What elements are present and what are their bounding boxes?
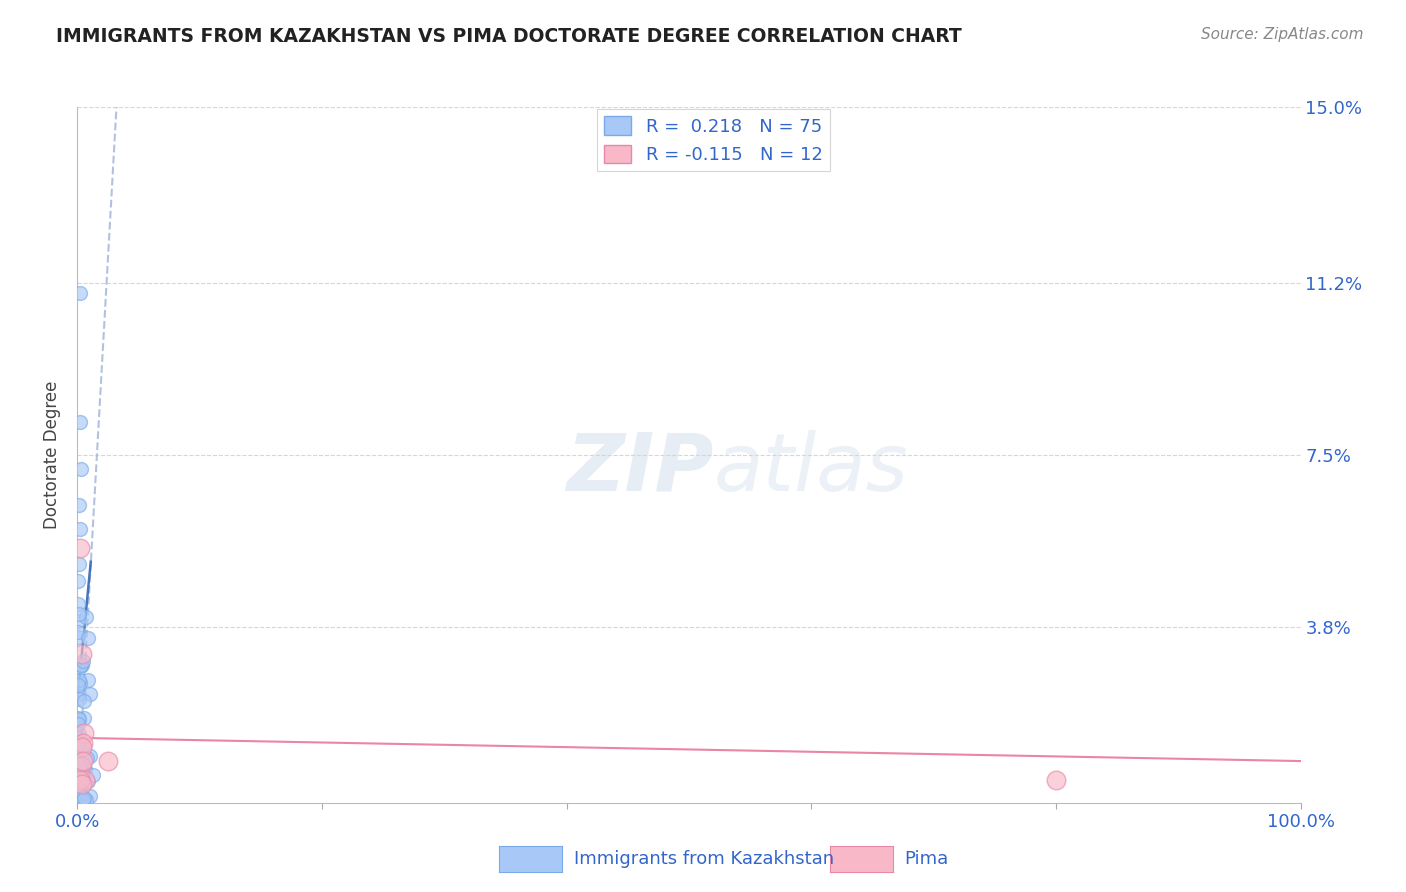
Point	[66, 772, 89, 786]
Point	[70, 764, 93, 779]
Point	[1045, 772, 1067, 787]
Point	[76, 631, 98, 645]
Point	[70, 658, 93, 673]
Point	[67, 607, 90, 621]
Point	[67, 711, 90, 725]
Point	[70, 657, 93, 672]
Point	[67, 749, 90, 764]
Text: Pima: Pima	[904, 850, 948, 868]
Point	[67, 785, 90, 799]
Point	[66, 752, 89, 766]
Point	[79, 789, 101, 804]
Point	[70, 768, 93, 782]
Point	[69, 416, 91, 430]
Y-axis label: Doctorate Degree: Doctorate Degree	[44, 381, 62, 529]
Point	[66, 574, 89, 588]
Point	[66, 624, 89, 639]
Point	[70, 740, 93, 755]
Point	[69, 786, 91, 800]
Point	[66, 630, 89, 644]
Text: Source: ZipAtlas.com: Source: ZipAtlas.com	[1201, 27, 1364, 42]
Point	[69, 764, 91, 779]
Point	[72, 735, 94, 749]
Point	[67, 731, 90, 745]
Point	[67, 758, 90, 772]
Point	[66, 785, 89, 799]
Point	[72, 793, 94, 807]
Point	[69, 541, 91, 555]
Point	[69, 660, 91, 674]
Point	[73, 711, 96, 725]
Point	[67, 781, 90, 796]
Point	[69, 758, 91, 772]
Point	[66, 678, 89, 692]
Text: Immigrants from Kazakhstan: Immigrants from Kazakhstan	[574, 850, 834, 868]
Point	[72, 739, 94, 753]
Point	[69, 786, 91, 800]
Point	[69, 285, 91, 300]
Point	[66, 597, 89, 611]
Text: ZIP: ZIP	[567, 430, 713, 508]
Point	[69, 739, 91, 753]
Point	[79, 687, 101, 701]
Point	[69, 737, 91, 751]
Point	[67, 735, 90, 749]
Point	[67, 687, 90, 701]
Point	[70, 758, 93, 772]
Point	[72, 791, 94, 805]
Point	[66, 779, 89, 793]
Point	[72, 754, 94, 768]
Point	[69, 772, 91, 786]
Point	[69, 764, 91, 778]
Point	[67, 742, 90, 756]
Point	[69, 712, 91, 726]
Point	[67, 785, 90, 799]
Point	[67, 774, 90, 789]
Point	[77, 673, 100, 687]
Point	[67, 717, 90, 731]
Point	[66, 714, 89, 729]
Point	[73, 694, 96, 708]
Point	[69, 772, 91, 787]
Point	[77, 774, 100, 789]
Point	[69, 790, 91, 805]
Point	[72, 767, 94, 781]
Point	[70, 777, 93, 791]
Point	[70, 789, 93, 804]
Point	[75, 609, 97, 624]
Point	[79, 749, 101, 764]
Point	[67, 763, 90, 777]
Point	[67, 691, 90, 706]
Point	[82, 768, 104, 782]
Point	[66, 761, 89, 775]
Point	[66, 763, 89, 777]
Point	[67, 557, 90, 571]
Legend: R =  0.218   N = 75, R = -0.115   N = 12: R = 0.218 N = 75, R = -0.115 N = 12	[598, 109, 830, 171]
Point	[66, 738, 89, 752]
Point	[67, 498, 90, 512]
Point	[69, 736, 91, 750]
Point	[73, 772, 96, 787]
Point	[72, 792, 94, 806]
Point	[73, 726, 96, 740]
Point	[67, 727, 90, 741]
Point	[66, 774, 89, 789]
Point	[69, 676, 91, 690]
Point	[97, 754, 120, 768]
Point	[76, 750, 98, 764]
Point	[72, 654, 94, 668]
Point	[67, 614, 90, 628]
Point	[69, 522, 91, 536]
Point	[66, 765, 89, 780]
Point	[70, 648, 93, 662]
Text: IMMIGRANTS FROM KAZAKHSTAN VS PIMA DOCTORATE DEGREE CORRELATION CHART: IMMIGRANTS FROM KAZAKHSTAN VS PIMA DOCTO…	[56, 27, 962, 45]
Point	[66, 734, 89, 748]
Point	[67, 793, 90, 807]
Point	[67, 673, 90, 687]
Point	[73, 762, 96, 776]
Text: atlas: atlas	[713, 430, 908, 508]
Point	[75, 793, 97, 807]
Point	[69, 462, 91, 476]
